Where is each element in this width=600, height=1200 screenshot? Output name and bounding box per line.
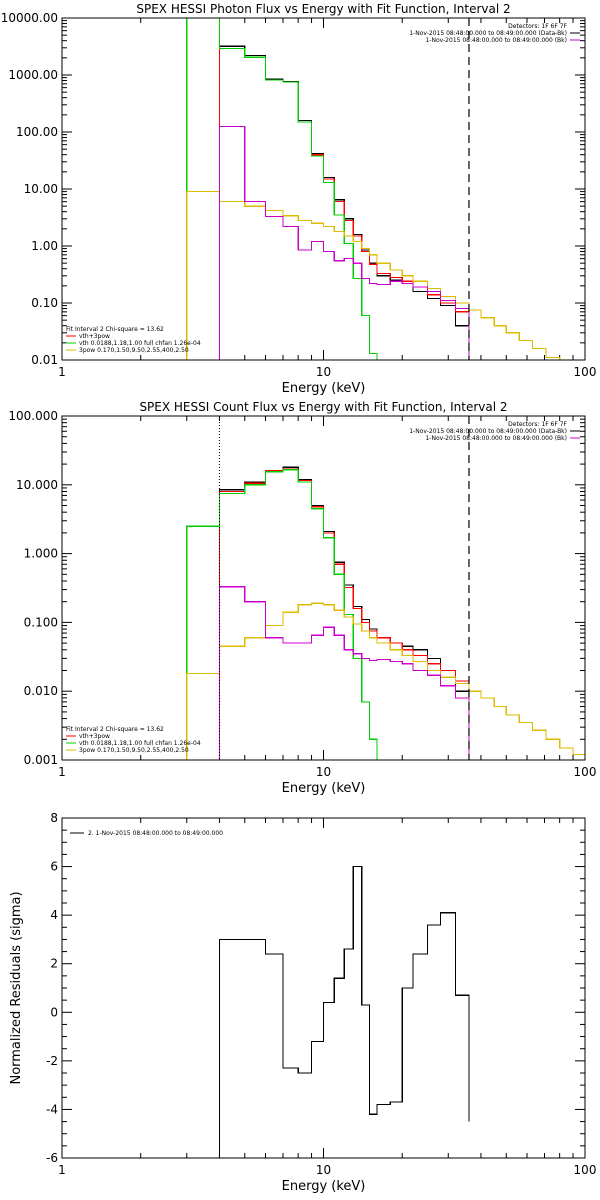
x-tick-label: 1 — [58, 1163, 66, 1177]
y-tick-label: 2 — [50, 957, 58, 971]
plot-frame — [61, 817, 586, 1159]
series-line-3 — [186, 18, 391, 360]
legend-top-right-entry: Detectors: 1F 6F 7F — [508, 421, 567, 428]
legend-bottom-left-entry: Fit Interval 2 Chi-square = 13.62 — [66, 326, 164, 333]
y-tick-label: 6 — [50, 860, 58, 874]
chart-3: 1 10 100 -6 -4 -2 0 2 4 6 8 Energy (keV) Normalized … — [9, 811, 596, 1194]
series-group — [218, 865, 470, 1158]
plot-frame — [61, 17, 586, 361]
series-line-5 — [218, 125, 470, 360]
y-tick-label: 8 — [50, 811, 58, 825]
series-group — [186, 466, 585, 760]
legend-top-right-entry: 1-Nov-2015 08:48:00.000 to 08:49:00.000 … — [409, 30, 567, 37]
chart-1: SPEX HESSI Photon Flux vs Energy with Fi… — [1, 2, 597, 396]
y-tick-label: 10.000 — [16, 478, 58, 492]
y-tick-label: 100.000 — [8, 409, 58, 423]
chart-2: SPEX HESSI Count Flux vs Energy with Fit… — [8, 400, 596, 796]
series-line-5 — [218, 586, 470, 760]
x-tick-label: 10 — [316, 1163, 331, 1177]
x-tick-label: 100 — [574, 1163, 597, 1177]
y-tick-label: 4 — [50, 908, 58, 922]
x-axis-label: Energy (keV) — [282, 1179, 366, 1194]
series-group — [186, 18, 561, 360]
legend-top-left-entry: 2. 1-Nov-2015 08:48:00.000 to 08:49:00.0… — [88, 830, 223, 837]
legend-bottom-left-entry: vth+3pow — [79, 333, 110, 340]
y-tick-label: -2 — [46, 1054, 58, 1068]
y-tick-label: 1000.00 — [8, 68, 58, 82]
y-tick-label: 10.00 — [24, 182, 58, 196]
y-tick-label: -6 — [46, 1151, 58, 1165]
x-tick-label: 10 — [316, 765, 331, 779]
legend-bottom-left-entry: 3pow 0.170,1.50,9.50,2.55,400,2.50 — [79, 347, 189, 354]
chart-title: SPEX HESSI Count Flux vs Energy with Fit… — [139, 400, 507, 414]
y-tick-label: 0 — [50, 1005, 58, 1019]
x-axis-label: Energy (keV) — [282, 781, 366, 796]
y-tick-label: 1.000 — [24, 547, 58, 561]
chart-title: SPEX HESSI Photon Flux vs Energy with Fi… — [136, 2, 510, 16]
series-line-2 — [218, 48, 470, 360]
legend-top-right-entry: Detectors: 1F 6F 7F — [508, 23, 567, 30]
y-tick-label: 0.010 — [24, 684, 58, 698]
legend-top-right-entry: 1-Nov-2015 08:48:00.000 to 08:49:00.000 … — [425, 37, 567, 44]
legend-bottom-left-entry: vth 0.0188,1.18,1.00 full chfan 1.26e-04 — [79, 340, 201, 347]
y-tick-label: -4 — [46, 1102, 58, 1116]
y-tick-label: 0.100 — [24, 615, 58, 629]
x-tick-label: 10 — [316, 365, 331, 379]
y-tick-label: 0.001 — [24, 753, 58, 767]
y-tick-label: 0.10 — [31, 296, 58, 310]
series-line-3 — [186, 469, 391, 760]
y-tick-label: 0.01 — [31, 353, 58, 367]
legend-bottom-left-entry: vth+3pow — [79, 733, 110, 740]
legend-top-right-entry: 1-Nov-2015 08:48:00.000 to 08:49:00.000 … — [409, 428, 567, 435]
x-axis-label: Energy (keV) — [282, 381, 366, 396]
legend-top-right-entry: 1-Nov-2015 08:48:00.000 to 08:49:00.000 … — [425, 435, 567, 442]
x-tick-label: 100 — [574, 365, 597, 379]
y-tick-label: 10000.00 — [1, 11, 58, 25]
y-tick-label: 100.00 — [16, 125, 58, 139]
x-tick-label: 100 — [574, 765, 597, 779]
series-line-1 — [218, 865, 470, 1158]
x-tick-label: 1 — [58, 765, 66, 779]
plot-frame — [61, 415, 586, 761]
series-line-4 — [186, 602, 585, 760]
legend-bottom-left-entry: 3pow 0.170,1.50,9.50,2.55,400,2.50 — [79, 747, 189, 754]
y-tick-label: 1.00 — [31, 239, 58, 253]
series-line-4 — [186, 191, 561, 360]
legend-bottom-left-entry: Fit Interval 2 Chi-square = 13.62 — [66, 726, 164, 733]
legend-bottom-left-entry: vth 0.0188,1.18,1.00 full chfan 1.26e-04 — [79, 740, 201, 747]
y-axis-label: Normalized Residuals (sigma) — [9, 891, 24, 1084]
x-tick-label: 1 — [58, 365, 66, 379]
